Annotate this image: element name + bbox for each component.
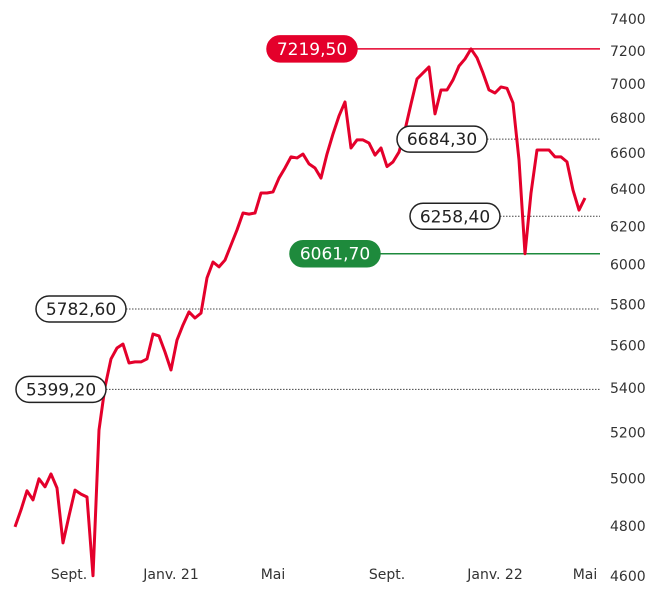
y-tick-label: 5600 — [610, 339, 646, 355]
x-tick-label: Mai — [573, 567, 598, 583]
annotation-label: 6061,70 — [300, 245, 370, 265]
annotation-box — [396, 125, 488, 153]
y-tick-label: 6400 — [610, 182, 646, 198]
y-tick-label: 7400 — [610, 12, 646, 28]
annotation-label: 6684,30 — [407, 130, 477, 150]
y-tick-label: 6800 — [610, 111, 646, 127]
y-tick-label: 7000 — [610, 77, 646, 93]
annotation-label: 5782,60 — [46, 300, 116, 320]
x-tick-label: Sept. — [369, 567, 405, 583]
annotation-box — [15, 375, 107, 404]
x-tick-label: Mai — [261, 567, 286, 583]
annotation-box — [409, 202, 501, 231]
y-tick-label: 4800 — [610, 519, 646, 535]
y-tick-label: 4600 — [610, 569, 646, 585]
y-tick-label: 5000 — [610, 471, 646, 487]
annotation-box — [289, 239, 381, 268]
annotation-label: 7219,50 — [277, 40, 347, 60]
y-tick-label: 5800 — [610, 297, 646, 313]
price-line — [13, 47, 587, 578]
annotation-box — [35, 295, 127, 323]
x-tick-label: Janv. 21 — [142, 567, 199, 583]
y-tick-label: 5400 — [610, 381, 646, 397]
y-tick-label: 6600 — [610, 146, 646, 162]
y-tick-label: 5200 — [610, 425, 646, 441]
annotation-label: 5399,20 — [26, 380, 96, 400]
y-tick-label: 6000 — [610, 258, 646, 274]
x-tick-label: Janv. 22 — [466, 567, 523, 583]
y-tick-label: 7200 — [610, 44, 646, 60]
annotation-label: 6258,40 — [420, 207, 490, 227]
x-tick-label: Sept. — [51, 567, 87, 583]
y-tick-label: 6200 — [610, 219, 646, 235]
annotation-box — [266, 35, 358, 63]
